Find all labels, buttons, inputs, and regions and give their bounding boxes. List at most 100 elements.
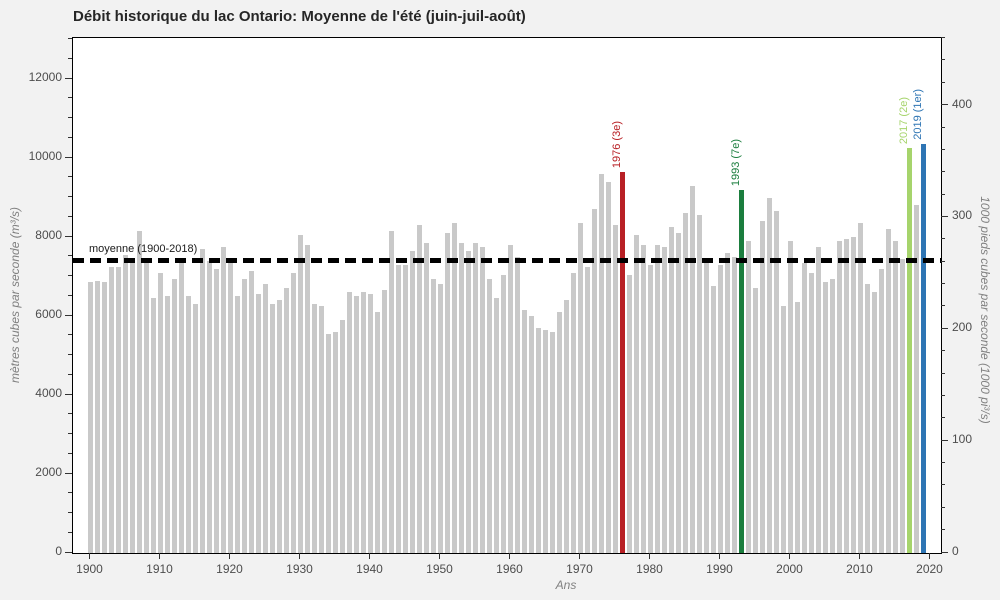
bar xyxy=(347,292,352,553)
tick-label: 2010 xyxy=(846,562,873,576)
tick-mark xyxy=(65,156,72,158)
bar xyxy=(403,264,408,553)
tick-mark xyxy=(299,553,300,559)
tick-mark xyxy=(941,37,945,39)
tick-mark xyxy=(89,553,90,559)
bar xyxy=(123,254,128,553)
bar xyxy=(816,246,821,553)
tick-mark xyxy=(941,104,948,106)
bar xyxy=(592,209,597,553)
tick-mark xyxy=(68,492,72,494)
tick-mark xyxy=(941,327,948,329)
bar xyxy=(536,327,541,553)
tick-label: 1930 xyxy=(286,562,313,576)
bar-highlight-1976 xyxy=(620,171,625,553)
bar xyxy=(613,225,618,553)
bar xyxy=(655,244,660,553)
tick-mark xyxy=(68,275,72,277)
bar xyxy=(116,266,121,553)
tick-label: 12000 xyxy=(28,70,62,85)
bar xyxy=(109,266,114,553)
bar xyxy=(823,282,828,553)
bar xyxy=(410,250,415,553)
tick-mark xyxy=(941,283,945,285)
bar xyxy=(725,252,730,553)
tick-mark xyxy=(941,350,945,352)
bar xyxy=(480,246,485,553)
bar xyxy=(165,296,170,553)
bar xyxy=(88,282,93,553)
bar xyxy=(746,241,751,553)
bar xyxy=(886,229,891,553)
bar xyxy=(207,260,212,553)
tick-mark xyxy=(68,117,72,119)
bar xyxy=(375,312,380,553)
bar xyxy=(564,300,569,553)
bar xyxy=(669,227,674,553)
bar xyxy=(585,266,590,553)
bar xyxy=(389,231,394,553)
bar xyxy=(431,278,436,553)
tick-mark xyxy=(579,553,580,559)
tick-label: 10000 xyxy=(28,149,62,164)
tick-mark xyxy=(68,196,72,198)
bar xyxy=(732,256,737,553)
bar xyxy=(172,278,177,553)
bar xyxy=(221,246,226,553)
bar xyxy=(487,278,492,553)
tick-label: 1910 xyxy=(146,562,173,576)
bar xyxy=(158,272,163,553)
bar xyxy=(767,197,772,553)
bar xyxy=(361,292,366,553)
tick-mark xyxy=(65,551,72,553)
tick-mark xyxy=(229,553,230,559)
bar xyxy=(865,284,870,553)
bar xyxy=(697,215,702,553)
tick-label: 8000 xyxy=(35,228,62,243)
bar xyxy=(802,262,807,553)
tick-mark xyxy=(68,57,72,59)
bar xyxy=(277,300,282,553)
bar xyxy=(648,264,653,553)
bar xyxy=(690,185,695,553)
bar xyxy=(305,244,310,553)
bar xyxy=(508,244,513,553)
bar xyxy=(445,233,450,553)
bar xyxy=(578,223,583,553)
bar xyxy=(130,258,135,553)
tick-mark xyxy=(65,314,72,316)
bar xyxy=(340,320,345,553)
bar xyxy=(809,272,814,553)
tick-mark xyxy=(509,553,510,559)
tick-mark xyxy=(941,305,945,307)
tick-label: 2020 xyxy=(916,562,943,576)
tick-mark xyxy=(68,433,72,435)
tick-mark xyxy=(941,171,945,173)
tick-mark xyxy=(941,238,945,240)
bar xyxy=(298,235,303,553)
tick-mark xyxy=(941,81,945,83)
bar xyxy=(151,298,156,553)
tick-mark xyxy=(68,512,72,513)
tick-mark xyxy=(941,126,945,128)
bar xyxy=(543,329,548,553)
bar xyxy=(459,242,464,553)
tick-mark xyxy=(68,136,72,138)
bar xyxy=(214,268,219,553)
bar xyxy=(851,237,856,553)
tick-mark xyxy=(159,553,160,559)
bar xyxy=(319,306,324,553)
x-axis-label: Ans xyxy=(555,578,577,592)
bar-highlight-1993 xyxy=(739,189,744,553)
mean-line-label: moyenne (1900-2018) xyxy=(89,242,198,255)
mean-line xyxy=(73,258,941,264)
bar xyxy=(291,272,296,553)
bar xyxy=(634,235,639,553)
bar xyxy=(900,258,905,553)
bar xyxy=(249,270,254,553)
tick-mark xyxy=(719,553,720,559)
tick-label: 1940 xyxy=(356,562,383,576)
tick-mark xyxy=(941,215,948,217)
tick-label: 300 xyxy=(952,208,973,223)
